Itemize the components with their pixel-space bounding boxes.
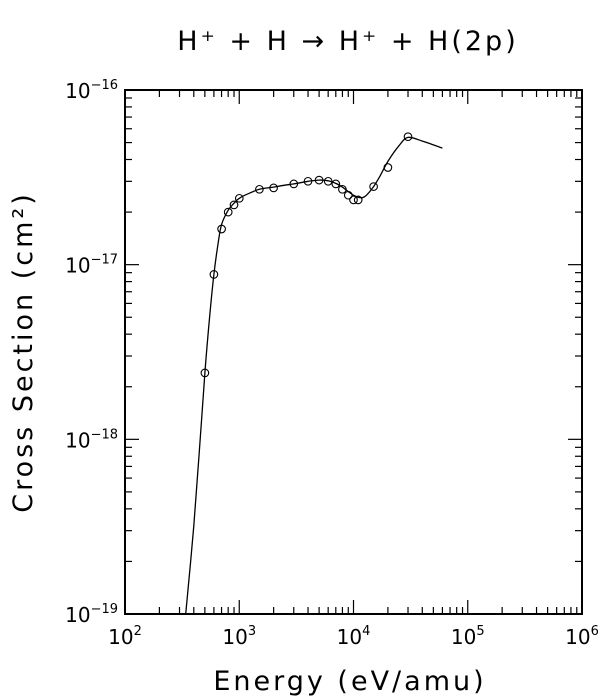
x-tick-label: 106	[565, 624, 598, 649]
data-point	[314, 175, 324, 185]
data-point	[369, 182, 378, 191]
y-tick-label: 10−17	[65, 253, 118, 278]
data-point	[289, 179, 299, 189]
axis-tick-labels: 102 103 104 105 106 10−16 10−17 10−18 10−19	[65, 78, 598, 649]
y-tick-label: 10−18	[65, 427, 118, 452]
data-point	[269, 183, 278, 193]
fit-curve-line	[185, 136, 443, 615]
y-axis-label: Cross Section (cm²)	[8, 191, 39, 513]
data-point	[331, 179, 341, 189]
data-point	[383, 163, 393, 172]
data-point	[223, 207, 233, 217]
x-tick-label: 105	[451, 624, 485, 649]
data-point	[353, 195, 363, 205]
data-point	[403, 132, 413, 142]
data-point	[343, 190, 353, 200]
data-points	[200, 132, 413, 378]
data-point	[303, 176, 313, 186]
x-tick-label: 103	[222, 624, 256, 649]
data-point	[209, 270, 219, 279]
data-point	[229, 200, 239, 210]
y-tick-label: 10−19	[65, 602, 118, 627]
data-point	[255, 184, 264, 194]
x-axis-label: Energy (eV/amu)	[213, 666, 486, 696]
chart-title: H⁺ + H → H⁺ + H(2p)	[177, 26, 518, 57]
data-point	[338, 184, 347, 194]
y-tick-label: 10−16	[65, 78, 118, 103]
data-point	[349, 195, 358, 205]
data-point	[323, 176, 333, 186]
data-point	[234, 193, 244, 203]
axis-ticks	[124, 90, 582, 615]
data-point	[217, 224, 226, 234]
data-point	[200, 368, 210, 378]
x-tick-label: 104	[337, 624, 371, 649]
x-tick-label: 102	[108, 624, 142, 649]
